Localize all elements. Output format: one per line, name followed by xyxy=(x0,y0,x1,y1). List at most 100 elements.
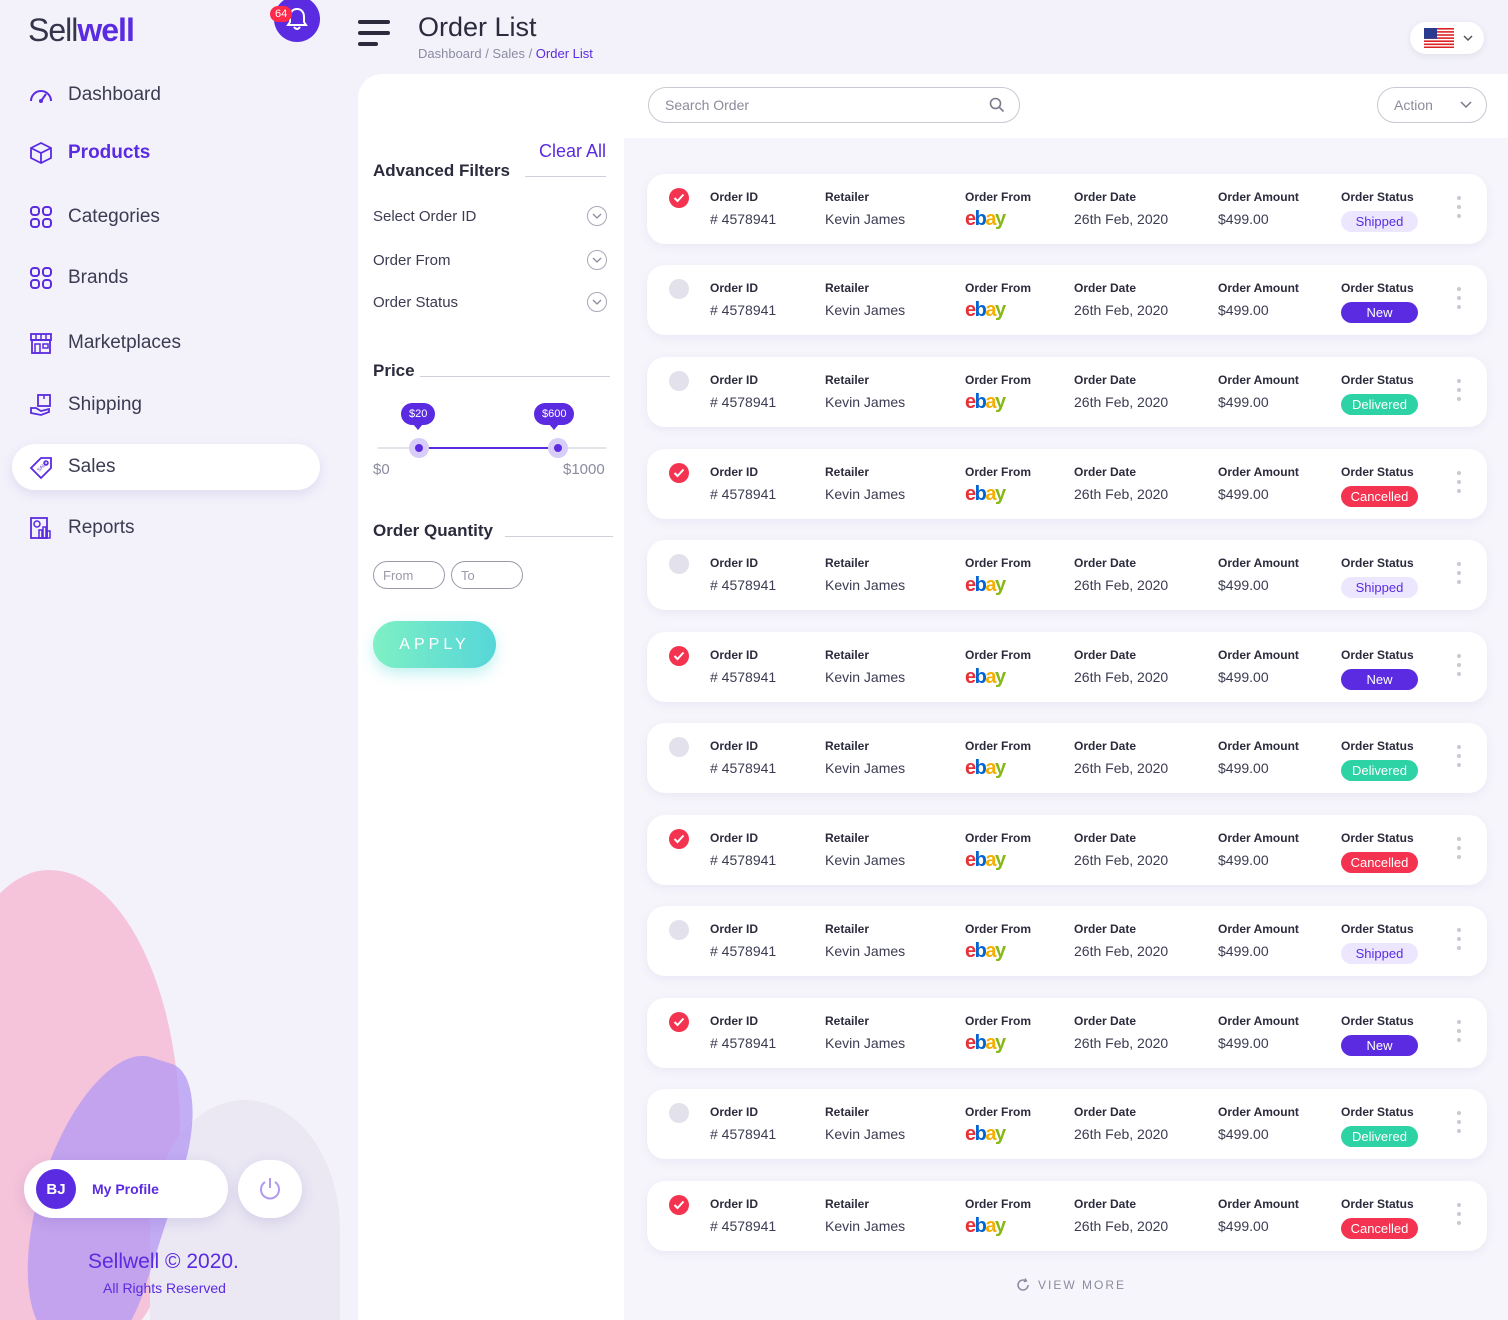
search-input[interactable]: Search Order xyxy=(648,87,1020,123)
sidebar-item-reports[interactable]: Reports xyxy=(12,505,320,551)
order-col-label: Order Amount xyxy=(1218,648,1299,662)
app-logo[interactable]: Sellwell xyxy=(28,12,135,49)
sidebar-item-brands[interactable]: Brands xyxy=(12,255,320,301)
divider xyxy=(420,376,610,377)
more-options-icon[interactable] xyxy=(1457,745,1461,772)
view-more-button[interactable]: VIEW MORE xyxy=(1016,1278,1126,1292)
quantity-to-input[interactable]: To xyxy=(451,561,523,589)
order-checkbox[interactable] xyxy=(669,737,689,757)
order-col-label: Order ID xyxy=(710,1105,759,1119)
order-col-label: Order From xyxy=(965,1105,1032,1119)
more-options-icon[interactable] xyxy=(1457,654,1461,681)
ebay-logo: ebay xyxy=(965,1123,1006,1145)
more-options-icon[interactable] xyxy=(1457,1020,1461,1047)
order-col-id: Order ID # 4578941 xyxy=(710,465,776,502)
action-dropdown[interactable]: Action xyxy=(1377,87,1487,123)
clear-all-link[interactable]: Clear All xyxy=(539,141,607,161)
order-checkbox[interactable] xyxy=(669,371,689,391)
report-chart-icon xyxy=(28,515,54,541)
order-row[interactable]: Order ID # 4578941 Retailer Kevin James Orde… xyxy=(647,174,1487,244)
order-col-value: 26th Feb, 2020 xyxy=(1074,669,1169,685)
order-col-status: Order Status Shipped xyxy=(1341,190,1418,232)
quantity-from-input[interactable]: From xyxy=(373,561,445,589)
order-checkbox[interactable] xyxy=(669,1103,689,1123)
order-col-status: Order Status New xyxy=(1341,648,1418,690)
filter-order-id[interactable]: Select Order ID xyxy=(373,206,607,226)
sidebar-item-products[interactable]: Products xyxy=(12,130,320,176)
order-checkbox-checked[interactable] xyxy=(669,829,689,849)
order-col-value: # 4578941 xyxy=(710,1035,777,1051)
apply-button[interactable]: APPLY xyxy=(373,621,496,668)
logout-button[interactable] xyxy=(238,1160,302,1218)
more-options-icon[interactable] xyxy=(1457,1111,1461,1138)
order-col-value: 26th Feb, 2020 xyxy=(1074,394,1169,410)
status-badge: Shipped xyxy=(1341,211,1418,232)
order-col-status: Order Status Delivered xyxy=(1341,1105,1418,1147)
order-col-id: Order ID # 4578941 xyxy=(710,831,776,868)
filter-order-from[interactable]: Order From xyxy=(373,250,607,270)
order-col-from: Order From ebay xyxy=(965,922,1031,961)
order-checkbox[interactable] xyxy=(669,554,689,574)
sidebar-item-sales[interactable]: SALE Sales xyxy=(12,444,320,490)
price-high-handle[interactable] xyxy=(548,438,568,458)
search-icon[interactable] xyxy=(989,97,1005,113)
more-options-icon[interactable] xyxy=(1457,471,1461,498)
order-row[interactable]: Order ID # 4578941 Retailer Kevin James Orde… xyxy=(647,906,1487,976)
order-checkbox[interactable] xyxy=(669,920,689,940)
breadcrumb-path[interactable]: Dashboard / Sales / xyxy=(418,46,536,61)
order-col-label: Order From xyxy=(965,831,1032,845)
order-checkbox-checked[interactable] xyxy=(669,646,689,666)
more-options-icon[interactable] xyxy=(1457,562,1461,589)
my-profile-button[interactable]: BJ My Profile xyxy=(24,1160,228,1218)
order-checkbox[interactable] xyxy=(669,279,689,299)
more-options-icon[interactable] xyxy=(1457,287,1461,314)
more-options-icon[interactable] xyxy=(1457,928,1461,955)
ebay-logo: ebay xyxy=(965,1215,1006,1237)
order-row[interactable]: Order ID # 4578941 Retailer Kevin James Orde… xyxy=(647,1089,1487,1159)
order-row[interactable]: Order ID # 4578941 Retailer Kevin James Orde… xyxy=(647,723,1487,793)
check-icon xyxy=(673,193,685,203)
order-row[interactable]: Order ID # 4578941 Retailer Kevin James Orde… xyxy=(647,632,1487,702)
sidebar: Sellwell 64 Dashboard Products Categorie… xyxy=(0,0,340,1320)
order-checkbox-checked[interactable] xyxy=(669,463,689,483)
order-checkbox-checked[interactable] xyxy=(669,188,689,208)
order-checkbox-checked[interactable] xyxy=(669,1195,689,1215)
menu-toggle-button[interactable] xyxy=(358,20,390,53)
order-col-label: Order Status xyxy=(1341,465,1414,479)
order-col-label: Order Status xyxy=(1341,1014,1414,1028)
logo-prefix: Sell xyxy=(28,12,78,48)
order-col-value: Kevin James xyxy=(825,394,906,410)
order-col-label: Retailer xyxy=(825,739,870,753)
quantity-from-placeholder: From xyxy=(383,567,414,583)
order-col-value: # 4578941 xyxy=(710,1218,777,1234)
language-selector[interactable] xyxy=(1410,22,1484,54)
order-row[interactable]: Order ID # 4578941 Retailer Kevin James Orde… xyxy=(647,1181,1487,1251)
order-col-value: # 4578941 xyxy=(710,1126,777,1142)
order-row[interactable]: Order ID # 4578941 Retailer Kevin James Orde… xyxy=(647,265,1487,335)
more-options-icon[interactable] xyxy=(1457,1203,1461,1230)
order-row[interactable]: Order ID # 4578941 Retailer Kevin James Orde… xyxy=(647,815,1487,885)
order-row[interactable]: Order ID # 4578941 Retailer Kevin James Orde… xyxy=(647,998,1487,1068)
order-col-label: Order From xyxy=(965,465,1032,479)
order-row[interactable]: Order ID # 4578941 Retailer Kevin James Orde… xyxy=(647,540,1487,610)
order-checkbox-checked[interactable] xyxy=(669,1012,689,1032)
sidebar-item-shipping[interactable]: Shipping xyxy=(12,382,320,428)
more-options-icon[interactable] xyxy=(1457,837,1461,864)
more-options-icon[interactable] xyxy=(1457,379,1461,406)
order-col-label: Order Date xyxy=(1074,1197,1137,1211)
order-row[interactable]: Order ID # 4578941 Retailer Kevin James Orde… xyxy=(647,449,1487,519)
order-col-value: Kevin James xyxy=(825,211,906,227)
order-col-id: Order ID # 4578941 xyxy=(710,739,776,776)
more-options-icon[interactable] xyxy=(1457,196,1461,223)
order-col-retailer: Retailer Kevin James xyxy=(825,373,905,410)
price-low-handle[interactable] xyxy=(409,438,429,458)
sidebar-item-categories[interactable]: Categories xyxy=(12,194,320,240)
order-col-value: # 4578941 xyxy=(710,943,777,959)
notification-count-badge: 64 xyxy=(270,6,293,22)
order-row[interactable]: Order ID # 4578941 Retailer Kevin James Orde… xyxy=(647,357,1487,427)
order-col-date: Order Date 26th Feb, 2020 xyxy=(1074,1014,1168,1051)
sidebar-item-marketplaces[interactable]: Marketplaces xyxy=(12,320,320,366)
sidebar-item-label: Sales xyxy=(68,456,116,477)
sidebar-item-dashboard[interactable]: Dashboard xyxy=(12,72,320,118)
filter-order-status[interactable]: Order Status xyxy=(373,292,607,312)
